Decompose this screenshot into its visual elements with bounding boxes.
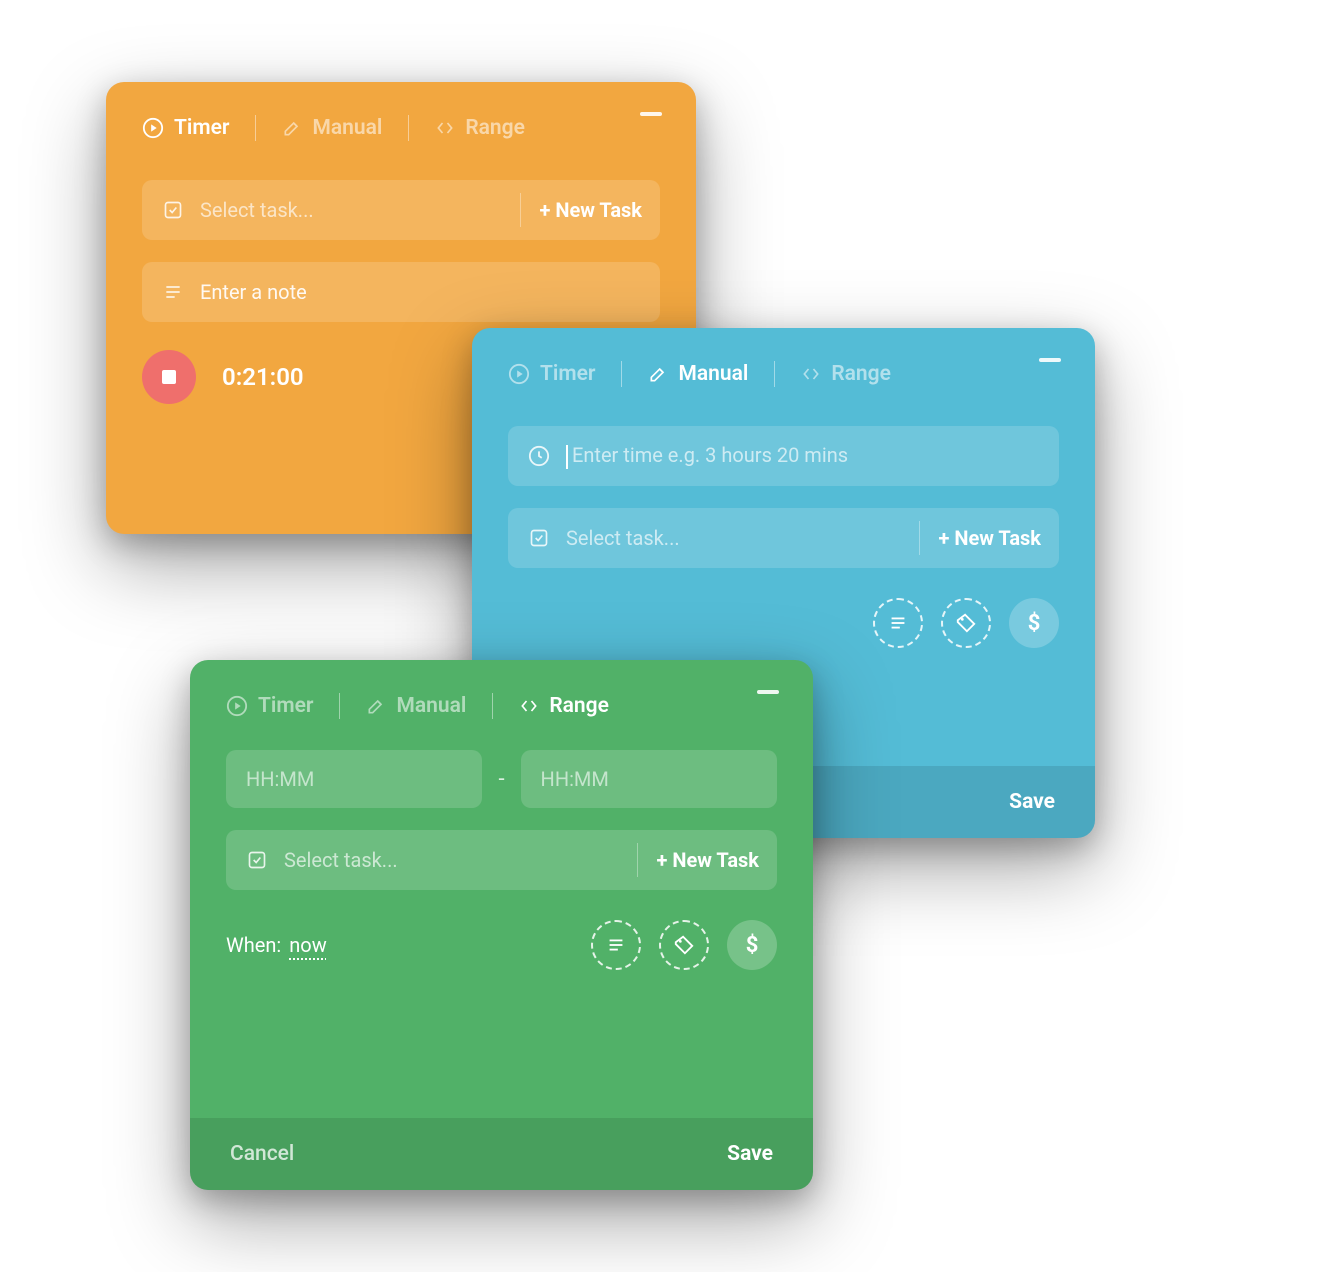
edit-icon: [282, 118, 302, 138]
play-circle-icon: [142, 117, 164, 139]
range-arrows-icon: [519, 696, 539, 716]
clock-icon: [526, 445, 552, 467]
tab-label: Range: [831, 362, 891, 386]
field-separator: [637, 843, 638, 877]
select-task-field[interactable]: Select task... + New Task: [142, 180, 660, 240]
dollar-icon: $: [746, 933, 759, 958]
stop-button[interactable]: [142, 350, 196, 404]
tab-range[interactable]: Range: [519, 688, 609, 724]
tag-icon-button[interactable]: [659, 920, 709, 970]
tab-separator: [408, 115, 409, 141]
tab-range[interactable]: Range: [435, 110, 525, 146]
range-arrows-icon: [435, 118, 455, 138]
tab-separator: [255, 115, 256, 141]
tab-separator: [621, 361, 622, 387]
range-from-input[interactable]: HH:MM: [226, 750, 482, 808]
billable-icon-button[interactable]: $: [727, 920, 777, 970]
timer-value: 0:21:00: [222, 363, 304, 391]
range-arrows-icon: [801, 364, 821, 384]
tab-manual[interactable]: Manual: [648, 356, 748, 392]
time-range-row: HH:MM - HH:MM: [226, 750, 777, 808]
tab-label: Range: [465, 116, 525, 140]
dollar-icon: $: [1028, 611, 1041, 636]
range-card: Timer Manual Range HH:MM -: [190, 660, 813, 1190]
tab-label: Timer: [174, 116, 229, 140]
tab-label: Manual: [678, 362, 748, 386]
tab-label: Timer: [540, 362, 595, 386]
tab-range[interactable]: Range: [801, 356, 891, 392]
note-icon-button[interactable]: [591, 920, 641, 970]
select-task-placeholder: Select task...: [566, 526, 901, 550]
select-task-placeholder: Select task...: [200, 198, 502, 222]
new-task-button[interactable]: + New Task: [938, 526, 1041, 550]
minimize-button[interactable]: [1039, 358, 1061, 362]
billable-icon-button[interactable]: $: [1009, 598, 1059, 648]
range-dash: -: [496, 767, 506, 792]
play-circle-icon: [226, 695, 248, 717]
select-task-field[interactable]: Select task... + New Task: [226, 830, 777, 890]
card-footer: Cancel Save: [190, 1118, 813, 1190]
tab-bar: Timer Manual Range: [472, 328, 1095, 392]
select-task-placeholder: Select task...: [284, 848, 619, 872]
new-task-button[interactable]: + New Task: [539, 198, 642, 222]
tab-timer[interactable]: Timer: [508, 356, 595, 392]
tab-label: Range: [549, 694, 609, 718]
edit-icon: [366, 696, 386, 716]
cancel-button[interactable]: Cancel: [230, 1142, 294, 1166]
action-row: When: now $: [226, 920, 777, 970]
play-circle-icon: [508, 363, 530, 385]
tab-separator: [774, 361, 775, 387]
check-square-icon: [244, 850, 270, 870]
to-placeholder: HH:MM: [541, 767, 609, 791]
edit-icon: [648, 364, 668, 384]
new-task-button[interactable]: + New Task: [656, 848, 759, 872]
tab-separator: [339, 693, 340, 719]
range-to-input[interactable]: HH:MM: [521, 750, 777, 808]
when-label: When:: [226, 933, 281, 957]
tab-bar: Timer Manual Range: [106, 82, 696, 146]
tab-manual[interactable]: Manual: [282, 110, 382, 146]
note-icon-button[interactable]: [873, 598, 923, 648]
check-square-icon: [526, 528, 552, 548]
icon-button-row: $: [591, 920, 777, 970]
tab-timer[interactable]: Timer: [226, 688, 313, 724]
icon-button-row: $: [508, 598, 1059, 648]
note-field[interactable]: Enter a note: [142, 262, 660, 322]
tab-label: Manual: [396, 694, 466, 718]
save-button[interactable]: Save: [727, 1142, 773, 1166]
note-placeholder: Enter a note: [200, 280, 642, 304]
from-placeholder: HH:MM: [246, 767, 314, 791]
tab-separator: [492, 693, 493, 719]
minimize-button[interactable]: [640, 112, 662, 116]
time-input-field[interactable]: Enter time e.g. 3 hours 20 mins: [508, 426, 1059, 486]
tab-label: Timer: [258, 694, 313, 718]
when-value[interactable]: now: [289, 933, 326, 957]
time-placeholder: Enter time e.g. 3 hours 20 mins: [566, 443, 1041, 469]
when-selector[interactable]: When: now: [226, 933, 327, 957]
tag-icon-button[interactable]: [941, 598, 991, 648]
save-button[interactable]: Save: [1009, 790, 1055, 814]
field-separator: [520, 193, 521, 227]
stop-icon: [162, 370, 176, 384]
select-task-field[interactable]: Select task... + New Task: [508, 508, 1059, 568]
lines-icon: [160, 282, 186, 302]
tab-manual[interactable]: Manual: [366, 688, 466, 724]
tab-bar: Timer Manual Range: [190, 660, 813, 724]
tab-timer[interactable]: Timer: [142, 110, 229, 146]
field-separator: [919, 521, 920, 555]
minimize-button[interactable]: [757, 690, 779, 694]
check-square-icon: [160, 200, 186, 220]
tab-label: Manual: [312, 116, 382, 140]
